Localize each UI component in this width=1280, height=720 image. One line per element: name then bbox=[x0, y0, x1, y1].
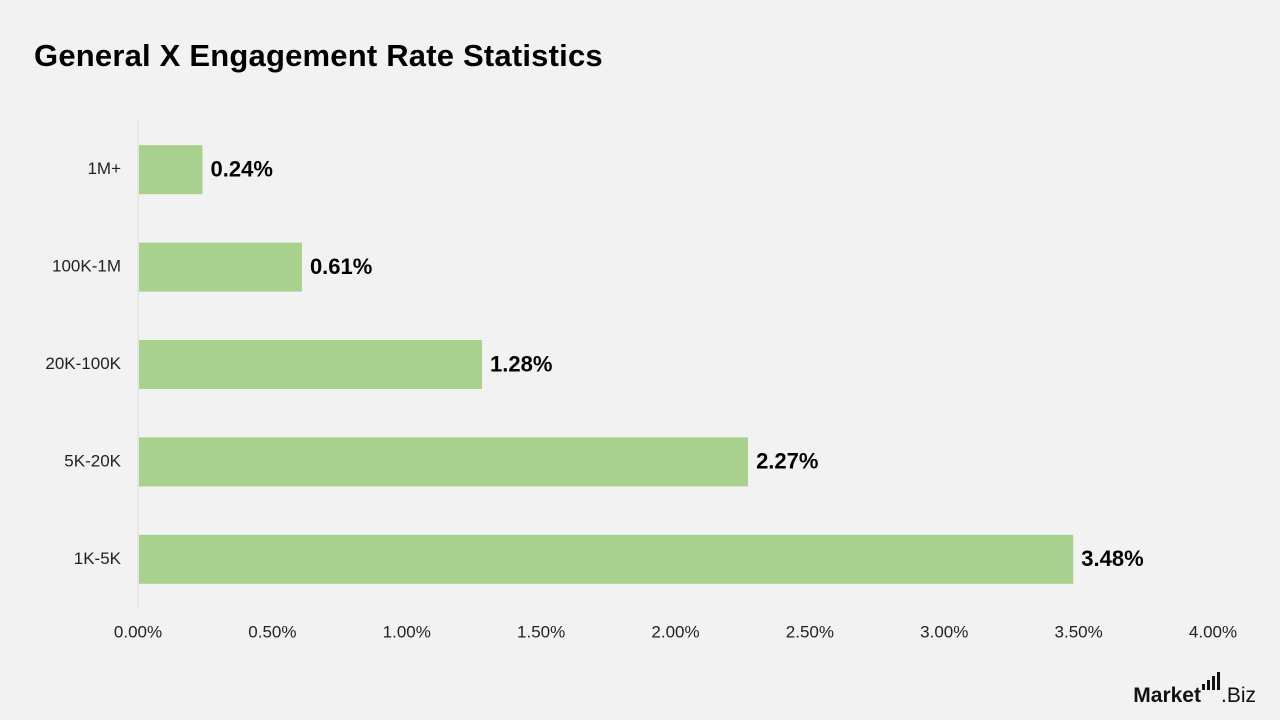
bar bbox=[139, 340, 482, 389]
x-tick-label: 3.00% bbox=[920, 622, 968, 641]
bar bbox=[139, 437, 749, 487]
chart-title: General X Engagement Rate Statistics bbox=[34, 38, 603, 73]
x-tick-label: 2.00% bbox=[651, 622, 699, 641]
x-tick-label: 0.50% bbox=[248, 622, 296, 641]
data-label: 1.28% bbox=[490, 351, 552, 376]
x-tick-label: 4.00% bbox=[1189, 622, 1237, 641]
bar bbox=[139, 534, 1074, 584]
brand-name: Market bbox=[1133, 684, 1201, 707]
category-label: 5K-20K bbox=[64, 451, 121, 470]
category-label: 20K-100K bbox=[45, 354, 121, 373]
x-tick-label: 3.50% bbox=[1055, 622, 1103, 641]
data-label: 0.24% bbox=[211, 157, 273, 182]
bar-chart-icon bbox=[1201, 672, 1220, 690]
category-label: 100K-1M bbox=[52, 257, 121, 276]
data-label: 0.61% bbox=[310, 254, 372, 279]
category-label: 1M+ bbox=[87, 159, 121, 178]
data-label: 3.48% bbox=[1081, 546, 1143, 571]
bar bbox=[139, 145, 203, 195]
bar bbox=[139, 242, 302, 292]
x-tick-label: 1.00% bbox=[383, 622, 431, 641]
category-label: 1K-5K bbox=[74, 549, 122, 568]
brand-suffix: .Biz bbox=[1220, 684, 1256, 707]
data-label: 2.27% bbox=[756, 449, 818, 474]
brand-logo: Market .Biz bbox=[1133, 672, 1256, 706]
x-tick-label: 2.50% bbox=[786, 622, 834, 641]
x-tick-label: 0.00% bbox=[114, 622, 162, 641]
x-tick-label: 1.50% bbox=[517, 622, 565, 641]
